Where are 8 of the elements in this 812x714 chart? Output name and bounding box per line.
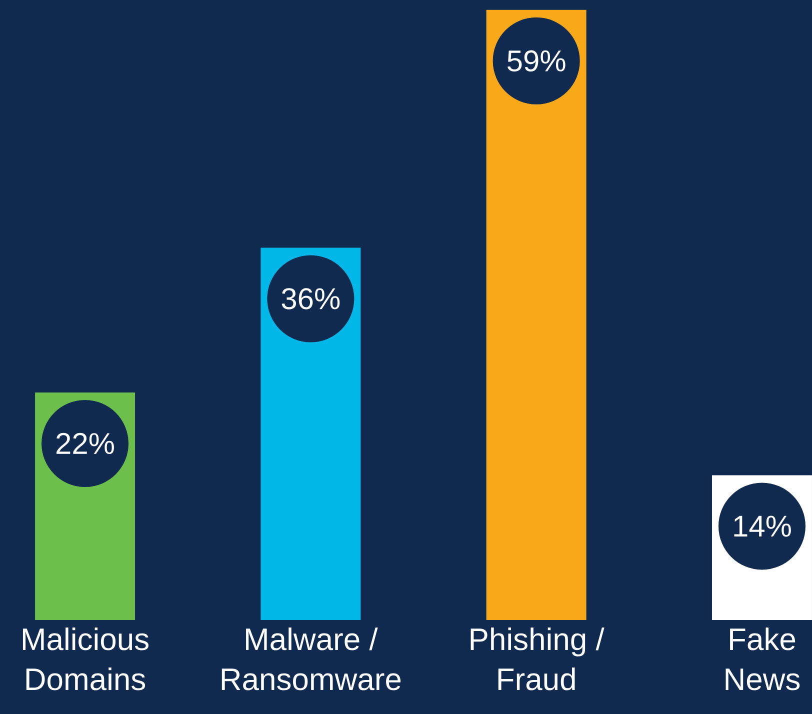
- x-tick-label: Malicious Domains: [22, 628, 148, 690]
- data-label: 36%: [282, 288, 340, 310]
- data-label: 14%: [734, 516, 791, 537]
- x-tick-label: Malware / Ransomware: [222, 628, 401, 690]
- x-tick-label: Fake News: [726, 628, 800, 690]
- x-tick-label: Phishing / Fraud: [470, 628, 604, 690]
- data-label: 22%: [56, 432, 114, 454]
- data-label: 59%: [508, 50, 566, 72]
